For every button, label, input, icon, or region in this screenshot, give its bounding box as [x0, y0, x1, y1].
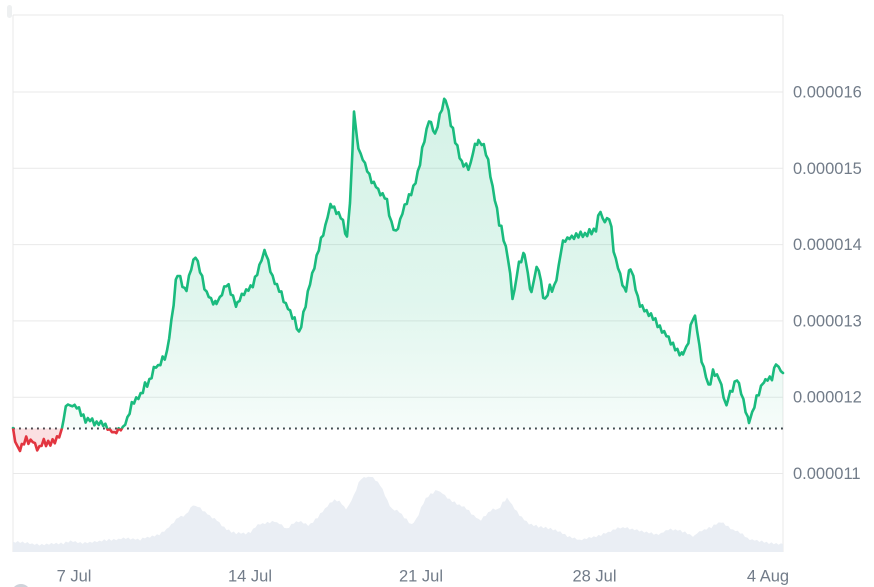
svg-text:0.000014: 0.000014 — [793, 236, 862, 254]
svg-text:0.000015: 0.000015 — [793, 160, 862, 178]
svg-text:4 Aug: 4 Aug — [747, 568, 789, 586]
svg-text:0.000016: 0.000016 — [793, 84, 862, 102]
svg-text:14 Jul: 14 Jul — [228, 568, 272, 586]
svg-text:0.000013: 0.000013 — [793, 312, 862, 330]
svg-text:7 Jul: 7 Jul — [57, 568, 92, 586]
svg-text:28 Jul: 28 Jul — [572, 568, 616, 586]
svg-text:21 Jul: 21 Jul — [399, 568, 443, 586]
svg-text:0.000012: 0.000012 — [793, 389, 862, 407]
svg-text:0.000011: 0.000011 — [793, 465, 861, 483]
